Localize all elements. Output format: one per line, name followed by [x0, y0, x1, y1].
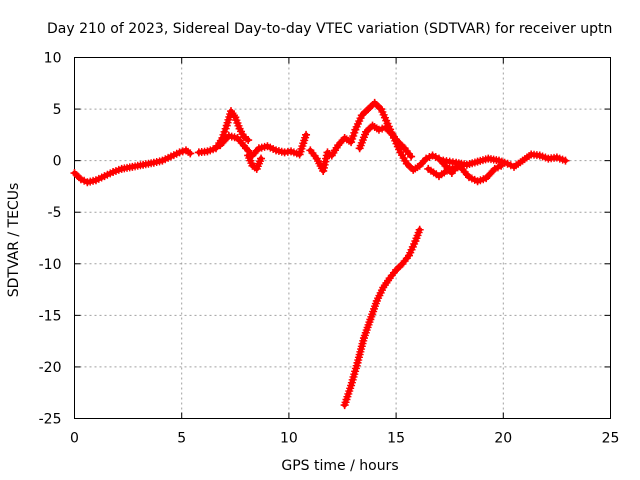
series-arc-7 [424, 161, 506, 186]
data-point [415, 225, 424, 234]
x-tick-label: 0 [70, 431, 79, 447]
axis-ticks [74, 57, 611, 419]
data-point [561, 156, 570, 165]
y-tick-label: 0 [53, 154, 62, 170]
x-axis-title: GPS time / hours [281, 458, 398, 474]
data-point [302, 130, 311, 139]
y-tick-labels: -25 -20 -15 -10 -5 0 5 10 [39, 51, 62, 428]
series-arc-3 [216, 130, 311, 160]
data-point [186, 149, 195, 158]
y-tick-label: -15 [39, 308, 62, 324]
grid [74, 57, 611, 419]
data-point [244, 136, 253, 145]
x-tick-label: 5 [177, 431, 186, 447]
y-tick-label: 5 [53, 102, 62, 118]
x-tick-label: 20 [494, 431, 512, 447]
y-tick-label: -10 [39, 257, 62, 273]
y-tick-label: -20 [39, 360, 62, 376]
x-tick-label: 25 [602, 431, 620, 447]
x-tick-labels: 0 5 10 15 20 25 [70, 431, 619, 447]
data-point [257, 154, 266, 163]
y-tick-label: -5 [48, 205, 62, 221]
series-arc-9 [340, 225, 424, 410]
plot-frame [74, 57, 611, 419]
y-tick-label: -25 [39, 412, 62, 428]
series-arc-6 [355, 121, 416, 161]
series-arc-1 [70, 146, 195, 187]
series-arc-5 [306, 98, 463, 178]
chart-title: Day 210 of 2023, Sidereal Day-to-day VTE… [47, 21, 612, 37]
data-points [70, 98, 570, 410]
x-tick-label: 10 [280, 431, 298, 447]
series-arc-8 [439, 150, 570, 171]
series-arc-4 [244, 151, 266, 173]
y-tick-label: 10 [44, 51, 62, 67]
data-point [407, 152, 416, 161]
y-axis-title: SDTVAR / TECUs [6, 183, 22, 298]
x-tick-label: 15 [387, 431, 405, 447]
